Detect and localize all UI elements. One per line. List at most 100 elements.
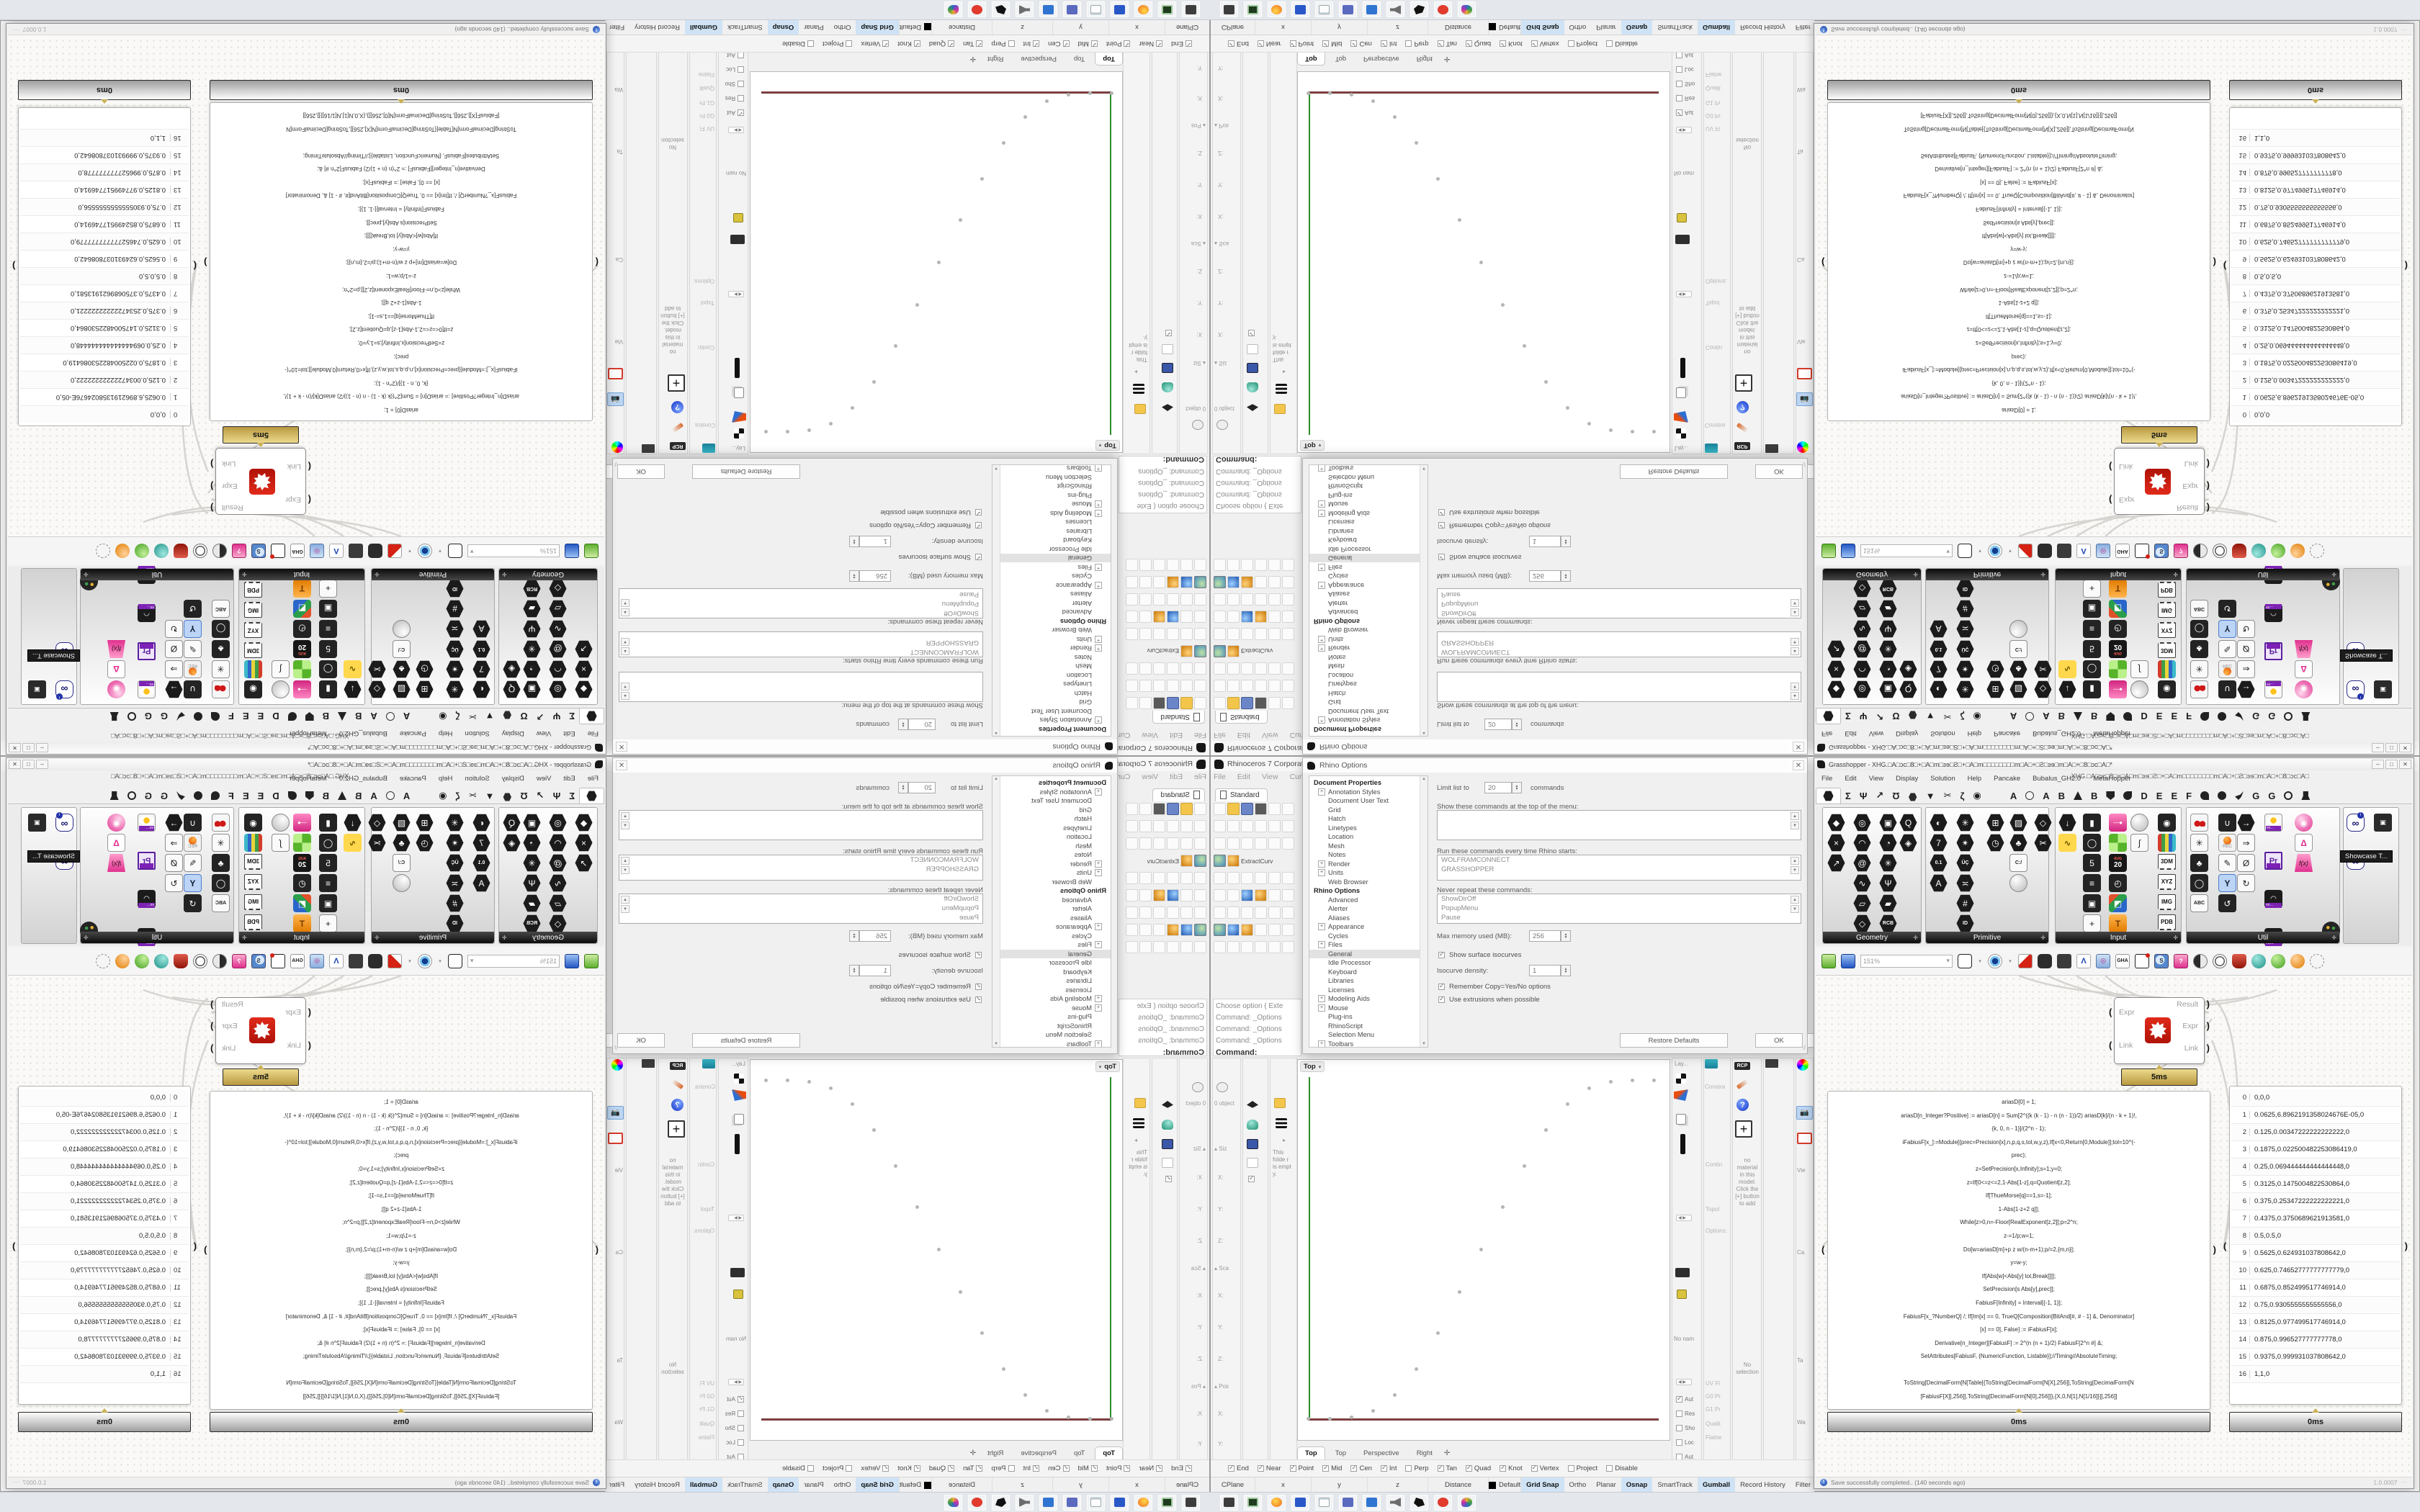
options-tree-item[interactable]: Document Properties bbox=[1038, 726, 1106, 733]
options-tree-item[interactable]: Modeling Aids bbox=[992, 509, 1111, 518]
gh-palette-component-icon[interactable]: 3DM bbox=[244, 854, 262, 870]
alpha-icon[interactable] bbox=[1139, 593, 1152, 606]
help-icon[interactable]: ? bbox=[671, 401, 684, 413]
orbit-icon[interactable] bbox=[1227, 559, 1240, 571]
cut-icon[interactable] bbox=[1282, 803, 1294, 815]
pan-icon[interactable] bbox=[1214, 559, 1226, 571]
gh-palette-component-icon[interactable]: ◠ bbox=[138, 604, 156, 622]
dialog-title-bar[interactable]: Rhino Options bbox=[613, 739, 1117, 754]
status-toggle[interactable]: Gumball bbox=[684, 19, 722, 35]
gh-palette-component-icon[interactable]: ◯ bbox=[319, 834, 337, 852]
menu-item[interactable]: File bbox=[1214, 731, 1226, 739]
layer-checker-icon[interactable] bbox=[734, 1074, 744, 1084]
sphere-blue-icon[interactable] bbox=[1241, 611, 1253, 623]
polyline-icon[interactable] bbox=[1241, 820, 1253, 832]
osnap-toggle[interactable]: Point bbox=[1106, 40, 1131, 48]
standard-toolbar-tab[interactable]: Standard bbox=[1215, 711, 1268, 724]
options-tree-item[interactable]: Mouse bbox=[1309, 500, 1428, 509]
sphere-dark-icon[interactable] bbox=[1153, 889, 1165, 901]
options-tree-item[interactable]: Location bbox=[1066, 833, 1092, 840]
gh-palette-component-icon[interactable]: × bbox=[1827, 834, 1845, 852]
gh-component-tab[interactable]: B bbox=[355, 711, 362, 721]
pink-help-box-icon[interactable]: ? bbox=[2174, 544, 2188, 559]
never-repeat-listbox[interactable]: ShowDirOff PopupMenu Pause ▲ ▼ bbox=[1437, 588, 1801, 618]
osnap-toggle[interactable]: Point bbox=[1106, 1464, 1131, 1472]
status-toggle[interactable]: Osnap bbox=[767, 19, 799, 35]
green-ball-icon[interactable] bbox=[2271, 544, 2285, 559]
gh-palette-component-icon[interactable] bbox=[2264, 814, 2282, 832]
display-monitor-icon[interactable] bbox=[1162, 1139, 1173, 1149]
gh-palette-component-icon[interactable] bbox=[212, 814, 230, 832]
dialog-button[interactable]: OK bbox=[1755, 1033, 1803, 1048]
options-tree-item[interactable]: Files bbox=[992, 563, 1111, 572]
arc-icon[interactable] bbox=[1255, 680, 1267, 692]
print-icon[interactable] bbox=[1153, 697, 1165, 709]
gh-palette-component-icon[interactable]: ◉ bbox=[2158, 680, 2176, 698]
status-toggle[interactable]: Grid Snap bbox=[1521, 19, 1564, 35]
gh-palette-component-icon[interactable]: ✂ bbox=[2034, 660, 2052, 678]
options-tree-item[interactable]: Hatch bbox=[1074, 815, 1092, 822]
options-tree-item[interactable]: Document Properties bbox=[1314, 726, 1382, 733]
options-tree-item[interactable]: Plug-ins bbox=[1067, 1013, 1092, 1020]
sphere-dark-icon[interactable] bbox=[1255, 889, 1267, 901]
rhino-command-area[interactable]: Choose option ( Exte Command: _Options Com… bbox=[1213, 999, 1301, 1056]
window-button[interactable]: □ bbox=[2385, 760, 2398, 769]
pager-arrows-icon[interactable]: ◀ ▶ bbox=[1676, 1379, 1692, 1385]
gh-palette-component-icon[interactable]: # bbox=[446, 894, 464, 912]
options-tree-item[interactable]: RhinoScript bbox=[1057, 1022, 1092, 1030]
status-cell[interactable]: CPlane bbox=[1211, 1477, 1255, 1493]
rings-icon[interactable] bbox=[193, 544, 207, 559]
standard-toolbar-tab[interactable]: Standard bbox=[1215, 788, 1268, 801]
cut-icon[interactable] bbox=[1126, 697, 1138, 709]
status-toggle[interactable]: Planar bbox=[1596, 1481, 1616, 1489]
sphere-blue-icon[interactable] bbox=[1227, 576, 1240, 588]
measure-icon[interactable] bbox=[1194, 906, 1206, 919]
globe-icon[interactable] bbox=[1214, 645, 1226, 657]
menu-item[interactable]: File bbox=[587, 774, 599, 783]
options-tree-item[interactable]: Rhino Options bbox=[1059, 618, 1106, 625]
gh-component-tab[interactable]: ▼ bbox=[1925, 711, 1935, 721]
rhino-command-area[interactable]: Choose option ( Exte Command: _Options Com… bbox=[1119, 999, 1207, 1056]
gh-component-tab[interactable]: Σ bbox=[1845, 711, 1851, 721]
orange-ball-icon[interactable] bbox=[2290, 544, 2305, 559]
slash-icon[interactable] bbox=[1282, 906, 1294, 919]
gh-tab-params-selected[interactable] bbox=[1816, 788, 1841, 804]
sphere-dark-icon[interactable] bbox=[1255, 611, 1267, 623]
menu-item[interactable]: View bbox=[536, 774, 552, 783]
gh-palette-group-bar[interactable]: Util ✛ bbox=[81, 569, 233, 580]
gh-palette-component-icon[interactable]: ID bbox=[446, 914, 464, 932]
display-mode-icon[interactable] bbox=[1705, 1059, 1718, 1068]
gh-palette-component-icon[interactable]: ✎ bbox=[184, 854, 202, 872]
print-icon[interactable] bbox=[1255, 803, 1267, 815]
window-button[interactable]: ✕ bbox=[9, 760, 21, 769]
empty-swatch[interactable] bbox=[1247, 344, 1258, 354]
panel-checkbox[interactable]: Loc bbox=[1676, 1439, 1694, 1446]
display-settings-taskbar-icon[interactable] bbox=[1182, 1494, 1200, 1511]
dropdown-icon[interactable]: ▾ bbox=[408, 548, 411, 554]
gh-component-tab[interactable]: E bbox=[2171, 791, 2178, 801]
gh-palette-component-icon[interactable]: ◐ bbox=[472, 814, 490, 832]
mathematica-link-component[interactable]: ( ( Expr Link Result Expr Link ) ) ) bbox=[210, 997, 311, 1064]
gh-palette-group-bar[interactable]: Geometry ✛ bbox=[1823, 932, 1921, 943]
snapshot-camera-icon[interactable] bbox=[1675, 235, 1690, 244]
osnap-toggle[interactable]: Project bbox=[823, 40, 853, 48]
osnap-toggle[interactable]: Cen bbox=[1048, 1464, 1070, 1472]
gh-palette-component-icon[interactable]: Y bbox=[184, 620, 202, 638]
menu-item[interactable]: Solution bbox=[1930, 774, 1955, 783]
status-cell[interactable]: CPlane bbox=[1165, 19, 1209, 35]
options-tree-item[interactable]: Selection Menu bbox=[1045, 474, 1092, 481]
gh-palette-component-icon[interactable]: RCB bbox=[523, 580, 541, 598]
gh-palette-component-icon[interactable]: A bbox=[472, 620, 490, 638]
gh-palette-component-icon[interactable] bbox=[2264, 680, 2282, 698]
gh-tab-params-selected[interactable] bbox=[579, 788, 604, 804]
viewport-tab[interactable]: Right bbox=[1416, 1449, 1433, 1457]
security-red-taskbar-icon[interactable] bbox=[1434, 1, 1452, 18]
remember-copy-checkbox[interactable]: Remember Copy=Yes/No options bbox=[1438, 521, 1551, 529]
gh-palette-component-icon[interactable] bbox=[272, 680, 290, 698]
options-tree-item[interactable]: Render bbox=[992, 644, 1111, 653]
gh-component-tab[interactable] bbox=[189, 791, 207, 804]
gh-palette-component-icon[interactable]: ✳ bbox=[446, 680, 464, 698]
gh-palette-component-icon[interactable]: ↓ bbox=[344, 680, 362, 698]
viewport-tab[interactable]: Perspective bbox=[1363, 1449, 1399, 1457]
blend-icon[interactable] bbox=[1126, 872, 1138, 884]
